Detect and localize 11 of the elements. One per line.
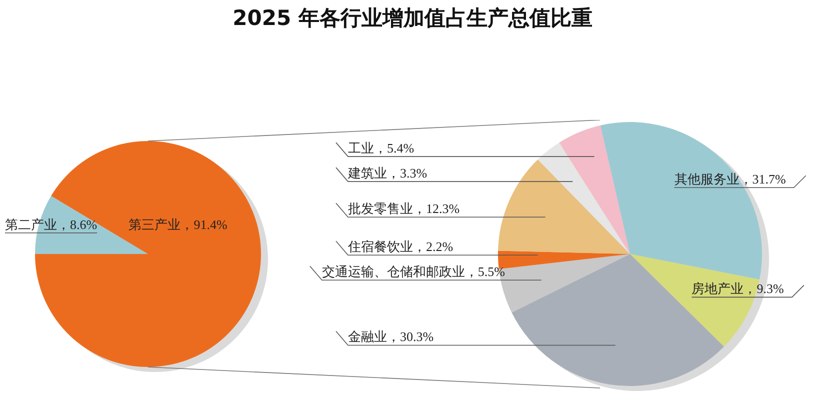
slice-label: 金融业，30.3% — [348, 329, 434, 344]
slice-label: 第二产业，8.6% — [5, 216, 98, 232]
slice-label: 建筑业，3.3% — [347, 166, 428, 181]
slice-label: 住宿餐饮业，2.2% — [347, 239, 454, 254]
slice-label: 第三产业，91.4% — [128, 217, 228, 232]
slice-label: 工业，5.4% — [348, 140, 414, 156]
slice-label: 交通运输、仓储和邮政业，5.5% — [322, 264, 506, 280]
text: 2025 年各行业增加值占生产总值比重 — [232, 5, 594, 32]
slice-label: 批发零售业，12.3% — [348, 201, 460, 216]
slice-label: 其他服务业，31.7% — [674, 172, 786, 187]
slice-label: 房地产业，9.3% — [692, 281, 784, 296]
